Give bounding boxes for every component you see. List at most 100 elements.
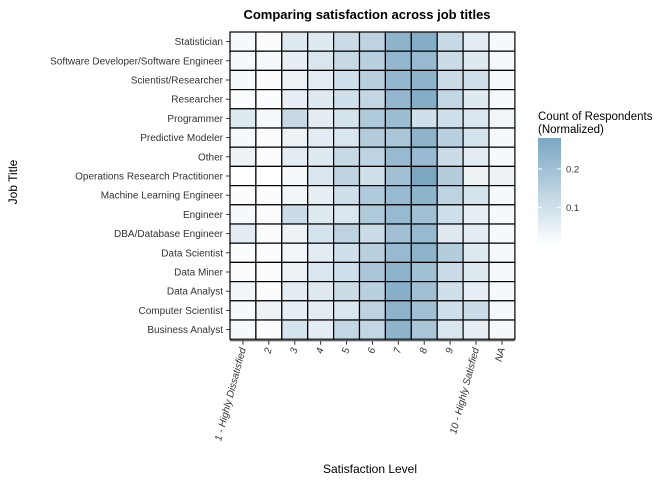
heatmap-cell bbox=[436, 242, 464, 263]
heatmap-cell bbox=[281, 242, 309, 263]
heatmap-cell bbox=[436, 261, 464, 283]
heatmap-cell bbox=[358, 223, 386, 244]
heatmap-cell bbox=[307, 281, 335, 302]
heatmap-cell bbox=[384, 319, 412, 340]
heatmap-cell bbox=[384, 88, 412, 110]
heatmap-cell bbox=[229, 319, 257, 340]
heatmap-cell bbox=[488, 88, 516, 110]
heatmap-cell bbox=[307, 88, 335, 110]
y-tick-label: Machine Learning Engineer bbox=[101, 191, 224, 202]
heatmap-cell bbox=[384, 281, 412, 302]
heatmap-cell bbox=[255, 127, 283, 148]
heatmap-cell bbox=[462, 88, 490, 110]
heatmap-cell bbox=[255, 223, 283, 244]
y-tick-label: Other bbox=[198, 152, 224, 163]
heatmap-cell bbox=[462, 31, 490, 52]
y-tick-label: Researcher bbox=[171, 95, 223, 106]
x-tick-label: 8 bbox=[418, 346, 430, 355]
heatmap-cell bbox=[255, 50, 283, 72]
heatmap-cell bbox=[358, 50, 386, 72]
heatmap-cell bbox=[384, 127, 412, 148]
legend: Count of Respondents(Normalized) 0.1 0.2 bbox=[538, 111, 653, 246]
heatmap-cell bbox=[436, 50, 464, 72]
heatmap-cell bbox=[255, 319, 283, 340]
heatmap-cell bbox=[488, 69, 516, 91]
y-axis-title: Job Title bbox=[6, 159, 20, 204]
heatmap-cell bbox=[436, 108, 464, 129]
heatmap-cell bbox=[307, 165, 335, 187]
legend-title: (Normalized) bbox=[538, 124, 604, 136]
heatmap-cell bbox=[281, 204, 309, 225]
heatmap-cell bbox=[436, 281, 464, 302]
heatmap-cell bbox=[462, 185, 490, 206]
heatmap-cell bbox=[281, 146, 309, 167]
heatmap-cell bbox=[384, 165, 412, 187]
heatmap-cell bbox=[384, 185, 412, 206]
heatmap-cell bbox=[358, 261, 386, 283]
heatmap-cell bbox=[358, 108, 386, 129]
heatmap-cell bbox=[281, 300, 309, 321]
heatmap-cell bbox=[229, 185, 257, 206]
heatmap-cell bbox=[462, 223, 490, 244]
heatmap-cell bbox=[436, 185, 464, 206]
x-tick-label: 9 bbox=[444, 346, 456, 355]
heatmap-cell bbox=[281, 50, 309, 72]
y-tick-label: Data Scientist bbox=[161, 248, 223, 259]
heatmap-cell bbox=[333, 127, 361, 148]
x-axis: 1 - Highly Dissatisfied 2 3 4 5 6 7 8 910 - High… bbox=[213, 340, 515, 442]
heatmap-cell bbox=[410, 88, 438, 110]
heatmap-cell bbox=[358, 146, 386, 167]
heatmap-cell bbox=[307, 50, 335, 72]
heatmap-cell bbox=[307, 31, 335, 52]
heatmap-cells bbox=[229, 31, 516, 340]
heatmap-cell bbox=[333, 165, 361, 187]
heatmap-cell bbox=[358, 204, 386, 225]
heatmap-cell bbox=[488, 242, 516, 263]
heatmap-cell bbox=[281, 223, 309, 244]
heatmap-cell bbox=[307, 300, 335, 321]
heatmap-cell bbox=[255, 281, 283, 302]
heatmap-cell bbox=[333, 281, 361, 302]
heatmap-cell bbox=[307, 69, 335, 91]
heatmap-cell bbox=[462, 146, 490, 167]
heatmap-cell bbox=[488, 261, 516, 283]
heatmap-cell bbox=[384, 300, 412, 321]
heatmap-cell bbox=[384, 108, 412, 129]
legend-title: Count of Respondents bbox=[538, 111, 653, 123]
heatmap-cell bbox=[229, 50, 257, 72]
heatmap-cell bbox=[255, 108, 283, 129]
heatmap-cell bbox=[384, 50, 412, 72]
heatmap-cell bbox=[384, 242, 412, 263]
y-tick-label: DBA/Database Engineer bbox=[114, 229, 224, 240]
heatmap-cell bbox=[410, 300, 438, 321]
y-tick-label: Scientist/Researcher bbox=[131, 76, 224, 87]
heatmap-cell bbox=[436, 31, 464, 52]
heatmap-cell bbox=[333, 242, 361, 263]
heatmap-cell bbox=[488, 204, 516, 225]
heatmap-cell bbox=[436, 127, 464, 148]
heatmap-cell bbox=[229, 31, 257, 52]
heatmap-cell bbox=[358, 300, 386, 321]
heatmap-cell bbox=[384, 204, 412, 225]
heatmap-cell bbox=[229, 127, 257, 148]
heatmap-cell bbox=[281, 88, 309, 110]
heatmap-cell bbox=[229, 108, 257, 129]
heatmap-cell bbox=[229, 281, 257, 302]
heatmap-cell bbox=[255, 165, 283, 187]
heatmap-cell bbox=[229, 165, 257, 187]
heatmap-cell bbox=[488, 300, 516, 321]
heatmap-cell bbox=[410, 146, 438, 167]
heatmap-cell bbox=[333, 146, 361, 167]
heatmap-cell bbox=[229, 88, 257, 110]
x-tick-label: 4 bbox=[314, 346, 326, 355]
heatmap-cell bbox=[488, 50, 516, 72]
y-tick-label: Data Analyst bbox=[167, 287, 223, 298]
heatmap-cell bbox=[488, 223, 516, 244]
x-axis-title: Satisfaction Level bbox=[323, 462, 417, 476]
heatmap-cell bbox=[462, 261, 490, 283]
heatmap-cell bbox=[410, 223, 438, 244]
heatmap-cell bbox=[255, 31, 283, 52]
heatmap-cell bbox=[281, 108, 309, 129]
heatmap-cell bbox=[384, 146, 412, 167]
